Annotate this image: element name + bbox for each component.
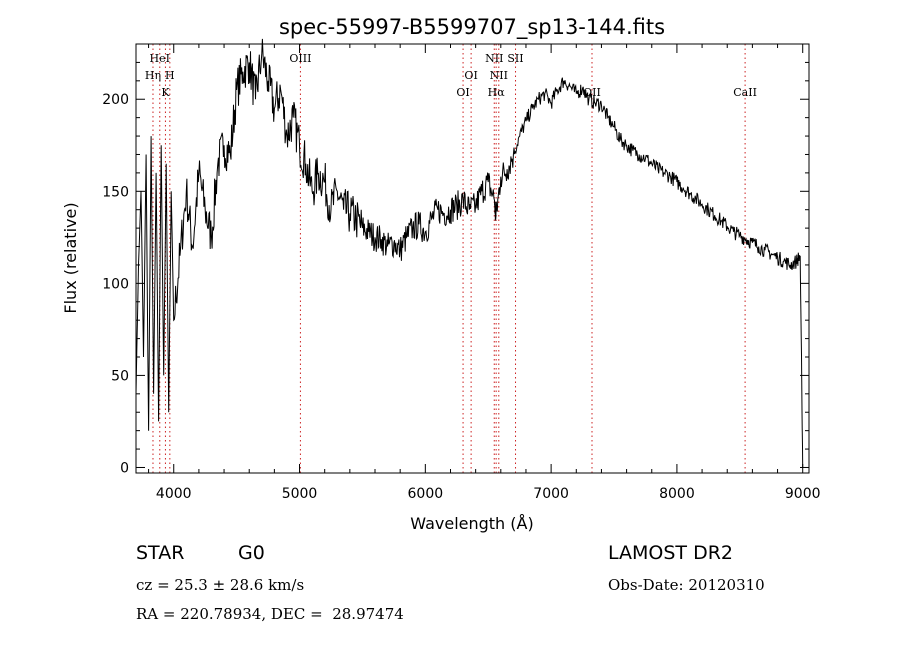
- line-marker-label-3: K: [161, 86, 170, 99]
- spectrum-line: [135, 38, 804, 468]
- object-class: STAR: [136, 542, 185, 564]
- y-axis-ticks: 0 50 100 150 200: [102, 61, 809, 476]
- line-marker-label-6: OI: [464, 69, 477, 82]
- object-subclass: G0: [238, 542, 265, 564]
- x-axis-ticks: 4000 5000 6000 7000 8000 9000: [148, 44, 821, 502]
- y-tick-label-1: 50: [111, 368, 129, 384]
- line-marker-label-7: OI: [456, 86, 469, 99]
- line-marker-label-5: NII: [485, 52, 503, 65]
- y-tick-label-2: 100: [102, 276, 129, 292]
- observation-date: Obs-Date: 20120310: [608, 576, 765, 594]
- redshift-cz: cz = 25.3 ± 28.6 km/s: [136, 576, 305, 594]
- line-marker-label-12: CaII: [733, 86, 757, 99]
- line-marker-label-9: NII: [490, 69, 508, 82]
- chart-title: spec-55997-B5599707_sp13-144.fits: [279, 15, 665, 40]
- spectrum-plot: [135, 38, 804, 468]
- y-tick-label-0: 0: [120, 460, 129, 476]
- line-marker-label-1: Hη: [145, 69, 161, 82]
- y-tick-label-3: 150: [102, 184, 129, 200]
- x-tick-label-3: 7000: [533, 486, 569, 502]
- x-tick-label-0: 4000: [156, 486, 192, 502]
- line-marker-label-2: H: [165, 69, 175, 82]
- x-tick-label-4: 8000: [659, 486, 695, 502]
- line-marker-label-8: SII: [507, 52, 523, 65]
- plot-frame: [135, 43, 810, 474]
- line-marker-label-10: Hα: [488, 86, 506, 99]
- y-axis-label: Flux (relative): [61, 202, 80, 313]
- x-tick-label-5: 9000: [785, 486, 821, 502]
- x-tick-label-1: 5000: [282, 486, 318, 502]
- x-tick-label-2: 6000: [408, 486, 444, 502]
- line-marker-label-0: HeI: [150, 52, 170, 65]
- line-marker-label-4: OIII: [289, 52, 311, 65]
- x-axis-label: Wavelength (Å): [410, 514, 533, 533]
- survey-name: LAMOST DR2: [608, 542, 733, 564]
- y-tick-label-4: 200: [102, 92, 129, 108]
- coordinates: RA = 220.78934, DEC = 28.97474: [136, 605, 404, 623]
